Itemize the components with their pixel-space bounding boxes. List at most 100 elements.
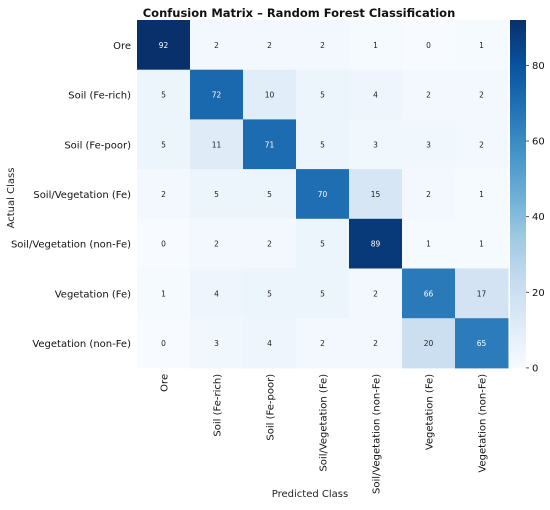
cell-value-r4-c6: 1 [479,240,484,249]
heatmap-cell-r6-c6 [455,318,509,369]
column-label-4: Soil/Vegetation (non-Fe) [372,374,383,494]
cell-value-r6-c0: 0 [161,339,166,348]
cell-value-r1-c3: 5 [320,91,325,100]
colorbar-tick-label-3: 60 [532,137,545,148]
cell-value-r0-c6: 1 [479,41,484,50]
column-label-2: Soil (Fe-poor) [266,374,277,441]
heatmap-cell-r4-c6 [455,218,509,269]
row-label-0: Ore [113,41,131,52]
heatmap-cell-r3-c0 [137,169,191,220]
colorbar-tick-label-0: 0 [532,363,538,374]
heatmap-cell-r1-c4 [349,69,403,120]
cell-value-r2-c4: 3 [373,140,378,149]
cell-value-r4-c1: 2 [214,240,219,249]
heatmap-cell-r1-c0 [137,69,191,120]
heatmap-cell-r3-c2 [243,169,297,220]
cell-value-r5-c1: 4 [214,289,219,298]
heatmap-cell-r5-c4 [349,268,403,319]
cell-value-r2-c6: 2 [479,140,484,149]
cell-value-r6-c1: 3 [214,339,219,348]
cell-value-r5-c0: 1 [161,289,166,298]
cell-value-r5-c6: 17 [477,289,487,298]
cell-value-r2-c2: 71 [265,140,275,149]
cell-value-r3-c2: 5 [267,190,272,199]
cell-value-r2-c3: 5 [320,140,325,149]
cell-value-r4-c5: 1 [426,240,431,249]
heatmap-cell-r2-c6 [455,119,509,170]
heatmap-cell-r3-c3 [296,169,350,220]
heatmap-cell-r3-c6 [455,169,509,220]
row-label-1: Soil (Fe-rich) [68,91,131,102]
heatmap-cell-r5-c5 [402,268,456,319]
heatmap-cell-r5-c1 [190,268,244,319]
heatmap-cell-r5-c3 [296,268,350,319]
cell-value-r5-c3: 5 [320,289,325,298]
row-label-6: Vegetation (non-Fe) [32,339,131,350]
heatmap-cell-r1-c5 [402,69,456,120]
cell-value-r3-c5: 2 [426,190,431,199]
cell-value-r1-c1: 72 [212,91,222,100]
cell-value-r0-c0: 92 [159,41,169,50]
heatmap-cell-r4-c4 [349,218,403,269]
heatmap-cell-r2-c0 [137,119,191,170]
row-tick-labels: Ore Soil (Fe-rich) Soil (Fe-poor) Soil/Vege… [11,41,131,350]
heatmap-cell-r2-c5 [402,119,456,170]
cell-value-r1-c5: 2 [426,91,431,100]
heatmap-cells [137,20,509,369]
cell-value-r0-c3: 2 [320,41,325,50]
heatmap-cell-r5-c0 [137,268,191,319]
column-label-1: Soil (Fe-rich) [213,374,224,437]
cell-value-r5-c5: 66 [424,289,434,298]
colorbar-tick-label-2: 40 [532,212,545,223]
cell-value-r0-c2: 2 [267,41,272,50]
cell-value-r6-c2: 4 [267,339,272,348]
heatmap-cell-r5-c2 [243,268,297,319]
heatmap-cell-r2-c4 [349,119,403,170]
cell-value-r4-c4: 89 [371,240,381,249]
cell-value-r2-c5: 3 [426,140,431,149]
x-axis-title: Predicted Class [272,489,348,500]
cell-value-r3-c4: 15 [371,190,381,199]
column-label-5: Vegetation (Fe) [425,374,436,450]
heatmap-cell-r6-c5 [402,318,456,369]
heatmap-cell-r3-c4 [349,169,403,220]
heatmap-cell-r0-c5 [402,20,456,71]
cell-value-r1-c6: 2 [479,91,484,100]
cell-value-r1-c0: 5 [161,91,166,100]
cell-value-r5-c4: 2 [373,289,378,298]
heatmap-cell-r6-c0 [137,318,191,369]
column-tick-labels: Ore Soil (Fe-rich) Soil (Fe-poor) Soil/Vege… [160,374,489,494]
heatmap-cell-r4-c2 [243,218,297,269]
heatmap-cell-r1-c3 [296,69,350,120]
cell-value-r2-c0: 5 [161,140,166,149]
heatmap-cell-r2-c1 [190,119,244,170]
heatmap-cell-r1-c6 [455,69,509,120]
cell-value-r0-c5: 0 [426,41,431,50]
heatmap-cell-r1-c2 [243,69,297,120]
cell-value-r2-c1: 11 [212,140,222,149]
cell-value-r6-c3: 2 [320,339,325,348]
heatmap-cell-r2-c2 [243,119,297,170]
cell-value-r4-c3: 5 [320,240,325,249]
cell-value-r6-c5: 20 [424,339,434,348]
cell-value-r6-c4: 2 [373,339,378,348]
heatmap-cell-r5-c6 [455,268,509,319]
cell-value-r4-c2: 2 [267,240,272,249]
column-label-6: Vegetation (non-Fe) [478,374,489,473]
heatmap-cell-r4-c5 [402,218,456,269]
heatmap-cell-r6-c4 [349,318,403,369]
heatmap-cell-r2-c3 [296,119,350,170]
colorbar [510,20,526,368]
cell-value-r4-c0: 0 [161,240,166,249]
heatmap-cell-r3-c5 [402,169,456,220]
heatmap-cell-r0-c4 [349,20,403,71]
cell-value-r6-c6: 65 [477,339,487,348]
row-label-3: Soil/Vegetation (Fe) [33,190,131,201]
heatmap-cell-r1-c1 [190,69,244,120]
cell-value-r1-c2: 10 [265,91,275,100]
y-axis-title: Actual Class [6,168,17,229]
cell-value-r5-c2: 5 [267,289,272,298]
heatmap-cell-r3-c1 [190,169,244,220]
